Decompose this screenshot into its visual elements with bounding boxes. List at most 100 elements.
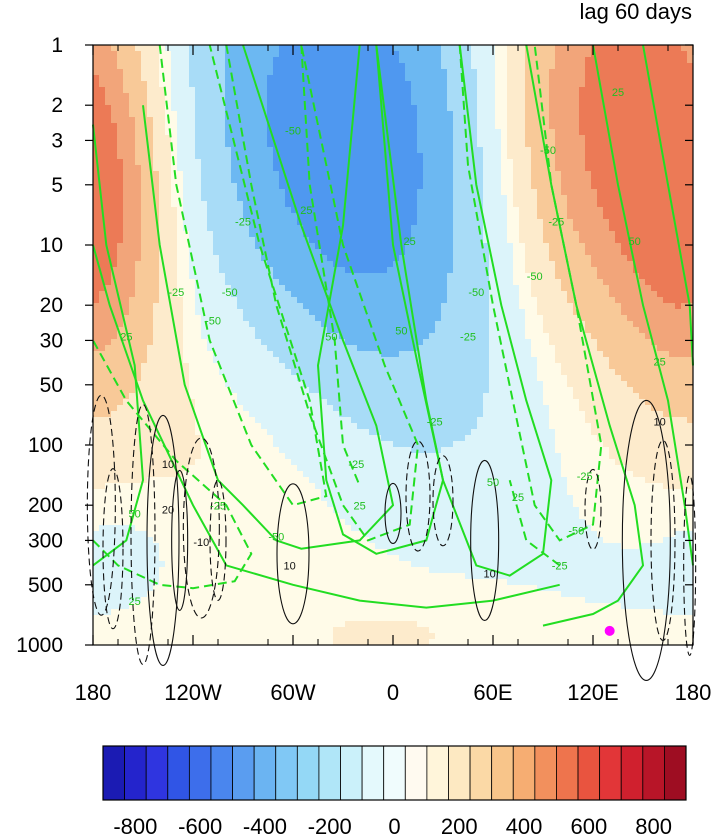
contour-line-negative — [650, 439, 676, 641]
x-tick-label: 60W — [270, 680, 315, 705]
contour-line-negative — [92, 339, 253, 590]
colorbar-cell — [296, 745, 320, 801]
colorbar-cell — [512, 745, 536, 801]
contour-labels: 25 -25 -50 -25 25 50 -50 -50 50 25 -25 -25 -25 -50 -50… — [120, 87, 666, 608]
contour-label: -25 — [548, 217, 564, 229]
colorbar-cell — [404, 745, 428, 801]
y-tick-label: 1 — [51, 34, 63, 57]
contour-label: 50 — [487, 477, 499, 489]
contour-label: -50 — [527, 271, 543, 283]
contour-label: 25 — [129, 596, 141, 608]
contour-label: 10 — [484, 569, 496, 581]
chart-title: lag 60 days — [579, 0, 692, 24]
y-tick-label: 300 — [28, 529, 63, 552]
contour-line-negative — [225, 44, 420, 542]
contour-line-negative — [584, 468, 602, 550]
x-tick-label: 0 — [387, 680, 399, 705]
contour-label: -50 — [268, 531, 284, 543]
shaded-field — [93, 45, 694, 646]
x-tick-label: 120E — [567, 680, 618, 705]
colorbar-cell — [275, 745, 298, 801]
contour-label: 50 — [129, 508, 141, 520]
y-tick-label: 500 — [28, 574, 63, 597]
contour-label: -50 — [205, 316, 221, 328]
y-tick-label: 3 — [51, 129, 63, 152]
y-tick-label: 5 — [51, 174, 63, 197]
y-tick-label: 200 — [28, 494, 63, 517]
contour-line-negative — [182, 437, 220, 619]
contour-label: 25 — [404, 236, 416, 248]
contour-line-positive — [146, 414, 180, 666]
colorbar-cell — [599, 745, 622, 801]
contour-label: 25 — [654, 356, 666, 368]
colorbar-cell — [361, 745, 385, 801]
contour-line-positive — [316, 44, 445, 555]
colorbar-tick-label: -800 — [113, 814, 157, 838]
colorbar-cell — [577, 745, 601, 801]
colorbar-cell — [664, 745, 687, 801]
colorbar-cell — [620, 745, 644, 801]
contour-line-negative — [209, 479, 227, 601]
x-tick-label: 60E — [473, 680, 512, 705]
x-tick-label: 180 — [675, 680, 712, 705]
colorbar-cell — [318, 745, 341, 801]
colorbar-cell — [534, 745, 557, 801]
contour-line-positive — [525, 44, 645, 627]
contour-label: -50 — [540, 145, 556, 157]
y-tick-label: 1000 — [16, 634, 63, 657]
contour-line-negative — [405, 440, 431, 552]
x-tick-label: 120W — [164, 680, 222, 705]
contour-line-negative — [130, 403, 156, 665]
contour-label: 25 — [354, 500, 366, 512]
colorbar-cell — [340, 745, 363, 801]
colorbar-cell — [469, 745, 493, 801]
x-tick-label: 180 — [75, 680, 112, 705]
contour-label: 25 — [300, 205, 312, 217]
colorbar-cell — [491, 745, 514, 801]
colorbar-cell — [642, 745, 665, 801]
y-tick-label: 2 — [51, 94, 63, 117]
contour-line-positive — [642, 44, 694, 366]
colorbar-cell — [556, 745, 579, 801]
y-tick-label: 50 — [40, 374, 63, 397]
contour-line-positive — [171, 469, 189, 611]
y-tick-label: 100 — [28, 434, 63, 457]
contour-label: 50 — [629, 236, 641, 248]
contour-line-positive — [276, 483, 310, 625]
contour-label: -25 — [460, 331, 476, 343]
contour-label: -25 — [168, 287, 184, 299]
colorbar-tick-label: -200 — [308, 814, 352, 838]
contour-label: 25 — [612, 87, 624, 99]
colorbar-cell — [448, 745, 471, 801]
colorbar-tick-label: -600 — [178, 814, 222, 838]
location-marker — [604, 625, 615, 636]
plot-area: 25-25-50-252550-50-505025-25-25-25-50-50… — [16, 34, 711, 705]
contour-label: -50 — [285, 125, 301, 137]
contour-line-positive — [92, 244, 560, 609]
contour-line-negative — [102, 468, 124, 630]
contour-label: 50 — [325, 331, 337, 343]
y-tick-label: 10 — [40, 234, 63, 257]
contour-label: -25 — [348, 459, 364, 471]
contour-line-positive — [142, 44, 395, 550]
contour-line-negative — [300, 44, 361, 487]
colorbar-cell — [145, 745, 169, 801]
contour-line-negative — [432, 455, 454, 547]
contour-line-positive — [384, 482, 402, 545]
y-tick-label: 20 — [40, 294, 63, 317]
contour-line-positive — [92, 124, 145, 567]
contour-label: 10 — [654, 417, 666, 429]
colorbar-cell — [124, 745, 147, 801]
contour-label: -25 — [235, 217, 251, 229]
contour-line-positive — [621, 399, 671, 681]
y-tick-label: 30 — [40, 329, 63, 352]
colorbar: -800 -600 -400 -200 0 200 400 600 800 — [102, 745, 687, 838]
contour-label: -50 — [568, 525, 584, 537]
contour-label: -10 — [193, 537, 209, 549]
colorbar-tick-label: 200 — [441, 814, 478, 838]
colorbar-cell — [167, 745, 190, 801]
contour-label: -25 — [210, 500, 226, 512]
contour-label: 25 — [120, 331, 132, 343]
contour-label: -25 — [552, 561, 568, 573]
contour-line-negative — [458, 44, 603, 542]
